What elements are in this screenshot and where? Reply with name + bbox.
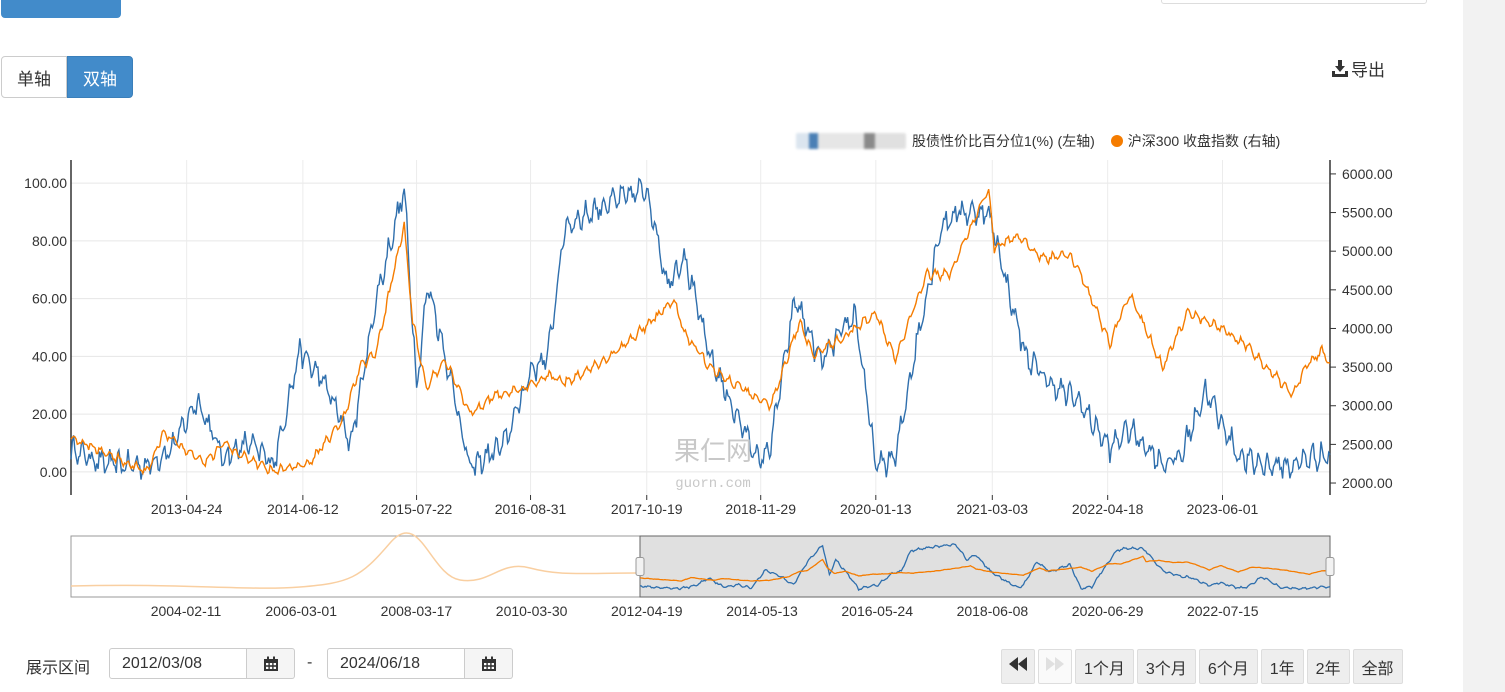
watermark-cn: 果仁网 — [674, 437, 752, 466]
export-label: 导出 — [1351, 61, 1385, 80]
navigator-x-label: 2022-07-15 — [1187, 603, 1259, 619]
x-tick-label: 2017-10-19 — [611, 501, 683, 517]
y-left-tick-label: 100.00 — [24, 175, 67, 191]
jump-end-button[interactable] — [1038, 649, 1072, 684]
axis-toggle: 单轴 双轴 — [1, 56, 133, 98]
legend-series2-label[interactable]: 沪深300 收盘指数 (右轴) — [1127, 133, 1281, 149]
legend-series2-marker — [1110, 135, 1123, 147]
navigator-series-1 — [639, 543, 1331, 592]
start-date-picker[interactable]: 2012/03/08 — [109, 648, 295, 679]
zoom-2y-button[interactable]: 2年 — [1306, 649, 1350, 684]
fast-backward-icon — [1009, 657, 1027, 671]
y-right-tick-label: 2500.00 — [1342, 436, 1393, 452]
chart-legend: 股债性价比百分位1(%) (左轴) 沪深300 收盘指数 (右轴) — [796, 131, 1280, 151]
navigator-x-label: 2020-06-29 — [1072, 603, 1144, 619]
legend-series1-label[interactable]: 股债性价比百分位1(%) (左轴) — [912, 133, 1095, 149]
x-tick-label: 2020-01-13 — [840, 501, 912, 517]
dual-axis-line-chart: 0.00 20.00 40.00 60.00 80.00 100.00 2000.00 250… — [24, 160, 1393, 619]
y-right-tick-label: 2000.00 — [1342, 475, 1393, 491]
zoom-button-group: 1个月 3个月 6个月 1年 2年 全部 — [1001, 649, 1403, 684]
range-label: 展示区间 — [26, 660, 91, 677]
y-right-tick-label: 5500.00 — [1342, 205, 1393, 221]
navigator-x-label: 2010-03-30 — [496, 603, 568, 619]
start-date-input[interactable]: 2012/03/08 — [109, 648, 247, 679]
navigator-series-2 — [639, 555, 1331, 582]
top-action-button[interactable] — [1, 0, 121, 18]
x-tick-label: 2016-08-31 — [495, 501, 567, 517]
navigator-x-label: 2006-03-01 — [265, 603, 337, 619]
zoom-1m-button[interactable]: 1个月 — [1075, 649, 1134, 684]
navigator-history-line — [70, 532, 641, 589]
single-axis-button[interactable]: 单轴 — [1, 56, 67, 98]
navigator-x-label: 2008-03-17 — [381, 603, 453, 619]
series-line-2 — [70, 188, 1331, 476]
y-right-tick-label: 3000.00 — [1342, 398, 1393, 414]
zoom-all-button[interactable]: 全部 — [1352, 649, 1403, 684]
navigator-handle[interactable] — [1325, 557, 1335, 576]
range-separator: - — [307, 654, 313, 671]
end-date-input[interactable]: 2024/06/18 — [327, 648, 465, 679]
x-tick-label: 2015-07-22 — [381, 501, 453, 517]
end-calendar-button[interactable] — [465, 648, 513, 679]
navigator-handle[interactable] — [635, 557, 645, 576]
x-tick-label: 2021-03-03 — [956, 501, 1028, 517]
navigator-x-label: 2016-05-24 — [841, 603, 913, 619]
range-navigator: 2004-02-11 2006-03-01 2008-03-17 2010-03-30… — [70, 532, 1335, 619]
start-calendar-button[interactable] — [247, 648, 295, 679]
top-search-field[interactable] — [1161, 0, 1427, 4]
download-icon — [1332, 60, 1348, 77]
navigator-x-label: 2018-06-08 — [957, 603, 1029, 619]
tick-labels: 0.00 20.00 40.00 60.00 80.00 100.00 2000.00 250… — [24, 166, 1393, 517]
chart-axes — [70, 160, 1336, 500]
series-line-1 — [70, 177, 1331, 480]
y-right-tick-label: 3500.00 — [1342, 359, 1393, 375]
export-button[interactable]: 导出 — [1332, 56, 1385, 81]
dual-axis-button[interactable]: 双轴 — [67, 56, 133, 98]
end-date-picker[interactable]: 2024/06/18 — [327, 648, 513, 679]
y-right-tick-label: 4500.00 — [1342, 282, 1393, 298]
y-left-tick-label: 80.00 — [32, 233, 67, 249]
chart-grid — [71, 160, 1330, 495]
navigator-x-label: 2012-04-19 — [611, 603, 683, 619]
navigator-x-label: 2014-05-13 — [726, 603, 798, 619]
y-left-tick-label: 60.00 — [32, 291, 67, 307]
y-right-tick-label: 4000.00 — [1342, 320, 1393, 336]
watermark: 果仁网 guorn.com — [674, 437, 752, 492]
calendar-icon — [263, 656, 278, 671]
navigator-x-label: 2004-02-11 — [151, 603, 222, 619]
x-tick-label: 2013-04-24 — [151, 501, 223, 517]
series-lines — [70, 177, 1331, 480]
x-tick-label: 2023-06-01 — [1187, 501, 1259, 517]
y-right-tick-label: 6000.00 — [1342, 166, 1393, 182]
x-tick-label: 2022-04-18 — [1072, 501, 1144, 517]
y-right-tick-label: 5000.00 — [1342, 243, 1393, 259]
x-tick-label: 2014-06-12 — [267, 501, 339, 517]
jump-start-button[interactable] — [1001, 649, 1035, 684]
calendar-icon — [481, 656, 496, 671]
y-left-tick-label: 20.00 — [32, 406, 67, 422]
zoom-1y-button[interactable]: 1年 — [1260, 649, 1304, 684]
watermark-en: guorn.com — [675, 476, 751, 492]
zoom-3m-button[interactable]: 3个月 — [1136, 649, 1196, 684]
legend-blurred-marker — [796, 133, 906, 149]
zoom-6m-button[interactable]: 6个月 — [1198, 649, 1258, 684]
y-left-tick-label: 40.00 — [32, 348, 67, 364]
right-gutter — [1463, 0, 1505, 692]
x-tick-label: 2018-11-29 — [725, 501, 796, 517]
y-left-tick-label: 0.00 — [40, 464, 67, 480]
fast-forward-icon — [1046, 657, 1064, 671]
